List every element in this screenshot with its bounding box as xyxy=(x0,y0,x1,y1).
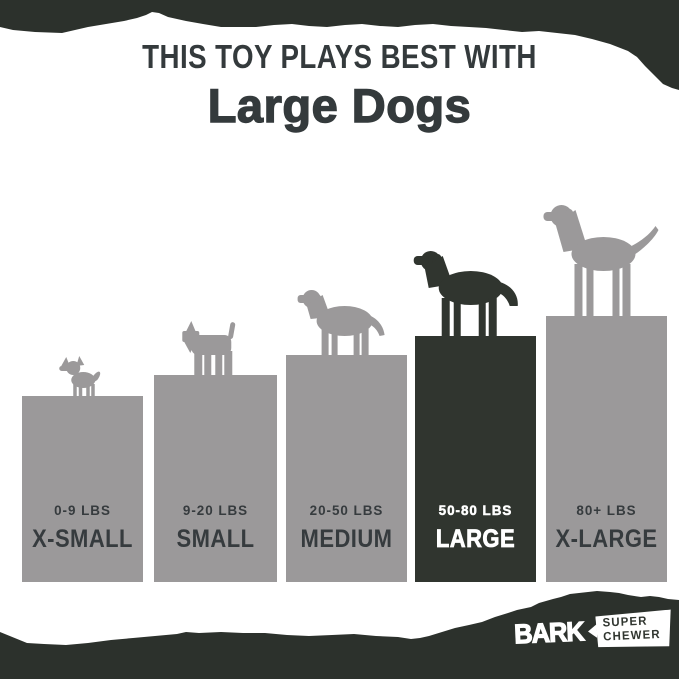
weight-range-label: 0-9 LBS xyxy=(54,502,111,518)
size-name-label: MEDIUM xyxy=(300,525,393,553)
terrier-icon xyxy=(181,321,243,375)
size-name-label: X-LARGE xyxy=(555,525,658,553)
bar-labels: 50-80 LBS LARGE xyxy=(415,502,536,554)
weight-range-label: 50-80 LBS xyxy=(438,502,513,519)
pointer-dog-icon xyxy=(541,202,658,316)
retriever-icon xyxy=(412,246,525,336)
weight-range-label: 9-20 LBS xyxy=(182,502,249,518)
chihuahua-icon xyxy=(57,356,103,396)
bar-labels: 20-50 LBS MEDIUM xyxy=(286,502,407,554)
bar-small: 9-20 LBS SMALL xyxy=(154,321,277,582)
super-chewer-line2: CHEWER xyxy=(602,626,661,644)
bark-wordmark: BARK xyxy=(513,616,585,650)
size-name-label: LARGE xyxy=(435,525,516,554)
bar-labels: 9-20 LBS SMALL xyxy=(154,502,277,554)
weight-range-label: 80+ LBS xyxy=(576,502,637,518)
weight-range-label: 20-50 LBS xyxy=(309,502,384,518)
bar-large-highlighted: 50-80 LBS LARGE xyxy=(413,251,536,582)
logo-notch-icon xyxy=(588,624,598,638)
bar-x-large: 80+ LBS X-LARGE xyxy=(542,205,667,582)
labrador-icon xyxy=(296,287,386,355)
super-chewer-tag: SUPER CHEWER xyxy=(595,610,672,650)
bar-medium: 20-50 LBS MEDIUM xyxy=(286,290,407,582)
size-name-label: X-SMALL xyxy=(32,525,133,553)
size-name-label: SMALL xyxy=(176,525,255,553)
chart-headline: Large Dogs xyxy=(207,78,472,132)
bark-super-chewer-logo: BARK SUPER CHEWER xyxy=(511,610,672,654)
bar-x-small: 0-9 LBS X-SMALL xyxy=(22,356,143,582)
bar-labels: 0-9 LBS X-SMALL xyxy=(22,502,143,554)
chart-kicker-text: THIS TOY PLAYS BEST WITH xyxy=(142,38,537,75)
bar-labels: 80+ LBS X-LARGE xyxy=(546,502,667,554)
